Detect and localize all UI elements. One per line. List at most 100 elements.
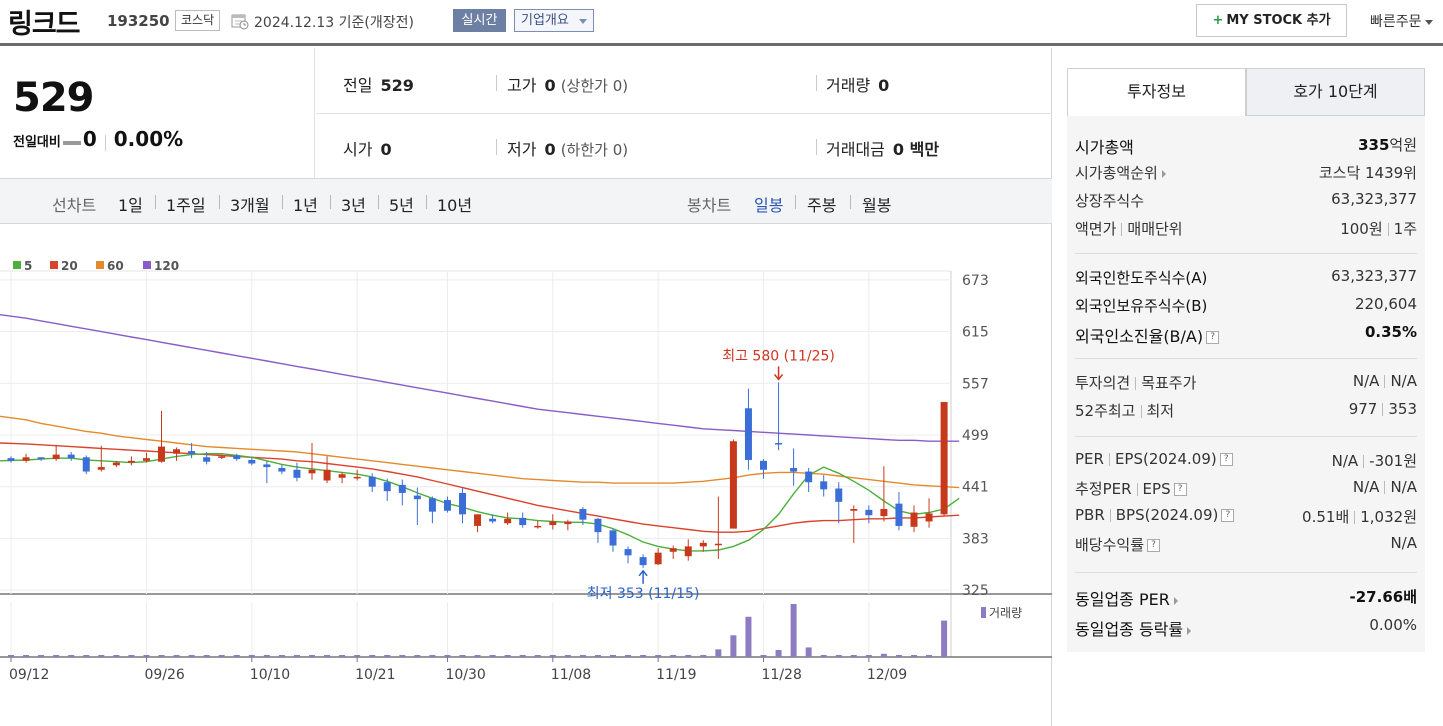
market-cap-row: 시가총액 335억원 (1075, 134, 1417, 160)
unit-value: 1주 (1393, 220, 1417, 238)
high-value: 0 (544, 76, 556, 95)
candle-body (699, 542, 707, 547)
volume: 거래량 0 (826, 72, 889, 96)
tab-1w[interactable]: 1주일 (166, 196, 206, 215)
candle-body (940, 402, 948, 515)
tab-3m[interactable]: 3개월 (230, 196, 270, 215)
opinion-label: 투자의견 (1075, 374, 1131, 392)
candle-body (790, 467, 798, 472)
divider (219, 195, 220, 209)
volume-bar (399, 655, 406, 657)
sector-per-label-wrap[interactable]: 동일업종 PER (1075, 586, 1178, 610)
help-icon[interactable]: ? (1206, 331, 1220, 344)
volume-bar (941, 620, 948, 657)
volume-bar (173, 655, 180, 657)
add-mystock-button[interactable]: + MY STOCK 추가 (1196, 4, 1347, 37)
pbr-labels: PBR BPS(2024.09)? (1075, 506, 1235, 524)
sector-rate-label-wrap[interactable]: 동일업종 등락률 (1075, 616, 1192, 640)
quick-order-button[interactable]: 빠른주문 (1370, 11, 1433, 31)
help-icon[interactable]: ? (1219, 453, 1233, 466)
ma60-line (0, 415, 960, 489)
arrow-right-icon (1187, 626, 1192, 635)
candle-body (895, 503, 903, 526)
rank-label-wrap[interactable]: 시가총액순위 (1075, 162, 1166, 183)
volume-bar (715, 649, 722, 657)
volume-bar (68, 655, 75, 657)
info-tabs: 투자정보 호가 10단계 (1067, 68, 1425, 116)
tab-1y[interactable]: 1년 (293, 196, 318, 215)
candle-body (880, 508, 888, 517)
ma120-line (0, 314, 960, 442)
stock-code: 193250 (107, 12, 170, 30)
volume-bar (880, 653, 887, 657)
volume-bar (354, 655, 361, 657)
volume-bar (655, 655, 662, 657)
foreign-ratio-number: 0.35% (1364, 323, 1417, 341)
legend-label: 60 (107, 259, 124, 273)
realtime-button[interactable]: 실시간 (453, 9, 506, 32)
volume-bar (805, 647, 812, 657)
volume-bar (820, 655, 827, 657)
tab-order-book[interactable]: 호가 10단계 (1246, 68, 1425, 116)
volume-bar (369, 655, 376, 657)
arrow-right-icon (1161, 169, 1166, 178)
volume-bar (248, 655, 255, 657)
legend-label: 120 (154, 259, 179, 273)
y-axis: 673 615 557 499 441 383 325 (962, 273, 989, 599)
sector-per-row: 동일업종 PER -27.66배 (1075, 586, 1417, 612)
tab-weekly[interactable]: 주봉 (807, 196, 837, 215)
dividend-label: 배당수익률 (1075, 536, 1145, 554)
tab-monthly[interactable]: 월봉 (862, 196, 892, 215)
volume-bar (188, 655, 195, 657)
volume-bar (564, 655, 571, 657)
candle-body (112, 462, 120, 466)
target-label: 목표주가 (1141, 374, 1197, 392)
est-per-values: N/A N/A (1353, 478, 1417, 496)
foreign-hold-row: 외국인보유주식수(B) 220,604 (1075, 295, 1417, 321)
rank-row: 시가총액순위 코스닥 1439위 (1075, 162, 1417, 188)
market-badge: 코스닥 (175, 10, 221, 31)
candle-body (37, 457, 45, 460)
candle-body (820, 481, 828, 490)
volume-label: 거래량 (826, 76, 871, 95)
help-icon[interactable]: ? (1221, 509, 1235, 522)
company-overview-dropdown[interactable]: 기업개요 (514, 9, 594, 32)
volume-bar (549, 655, 556, 657)
divider (1135, 377, 1137, 390)
x-tick-label: 12/09 (867, 667, 907, 683)
tab-daily[interactable]: 일봉 (754, 196, 784, 215)
dividend-value: N/A (1390, 534, 1417, 552)
week52-row: 52주최고 최저 977 353 (1075, 400, 1417, 426)
tab-3y[interactable]: 3년 (341, 196, 366, 215)
tab-5y[interactable]: 5년 (389, 196, 414, 215)
divider (1382, 403, 1384, 416)
per-value: N/A (1331, 452, 1359, 470)
candle-body (474, 514, 482, 526)
volume-bar (519, 655, 526, 657)
volume-bar (23, 655, 30, 657)
volume-bar (113, 655, 120, 657)
x-tick-label: 11/08 (551, 667, 591, 683)
candle-body (669, 548, 677, 552)
candle-body (519, 517, 527, 526)
par-label: 액면가 (1075, 220, 1117, 238)
help-icon[interactable]: ? (1173, 483, 1187, 496)
sector-per-value-wrap: -27.66배 (1350, 586, 1417, 607)
help-icon[interactable]: ? (1147, 539, 1161, 552)
chevron-down-icon (1424, 19, 1433, 25)
par-labels: 액면가 매매단위 (1075, 218, 1183, 239)
volume-bar (444, 655, 451, 657)
tab-10y[interactable]: 10년 (437, 196, 473, 215)
open-label: 시가 (343, 140, 373, 159)
price-chart[interactable]: 5 20 60 120 최고 580 (11/25) 최저 353 (11/15) 67… (0, 177, 1052, 726)
tab-invest-info[interactable]: 투자정보 (1067, 68, 1246, 116)
market-cap-value: 335억원 (1358, 134, 1417, 155)
divider (1075, 253, 1417, 254)
volume-bar (670, 655, 677, 657)
candle-body (82, 457, 90, 472)
candle-body (142, 458, 150, 461)
divider (330, 195, 331, 209)
est-per-row: 추정PER EPS? N/A N/A (1075, 478, 1417, 504)
par-values: 100원 1주 (1340, 218, 1417, 239)
tab-1d[interactable]: 1일 (118, 196, 143, 215)
